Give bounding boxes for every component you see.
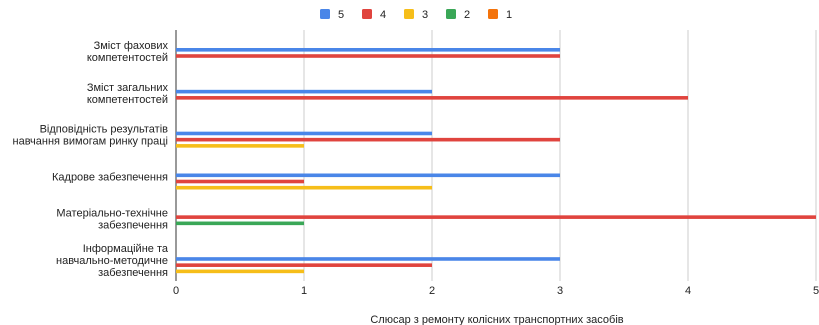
bar-series-3: [176, 185, 432, 190]
grid: [175, 30, 817, 281]
bar-series-2: [176, 221, 304, 226]
x-tick-label: 0: [173, 285, 179, 297]
legend: 5 4 3 2 1: [320, 9, 512, 21]
category-labels: Зміст фахових компетентостей Зміст загальн…: [13, 40, 169, 279]
category-label: Матеріально-технічне забезпечення: [56, 207, 168, 231]
legend-label: 3: [422, 9, 428, 21]
bar-series-4: [176, 179, 304, 184]
x-tick-label: 3: [557, 285, 563, 297]
bars: [176, 48, 816, 274]
legend-label: 2: [464, 9, 470, 21]
bar-series-4: [176, 215, 816, 219]
category-label: Відповідність результатів навчання вимога…: [13, 124, 169, 148]
x-tick-label: 4: [685, 285, 691, 297]
legend-swatch: [404, 9, 414, 19]
legend-swatch: [320, 9, 330, 19]
category-label: Зміст загальних компетентостей: [87, 82, 169, 106]
bar-series-5: [176, 173, 560, 178]
bar-series-3: [176, 269, 304, 274]
bar-series-4: [176, 54, 560, 58]
legend-label: 4: [380, 9, 386, 21]
legend-swatch: [446, 9, 456, 19]
bar-series-4: [176, 263, 432, 267]
bar-series-3: [176, 144, 304, 148]
x-tick-label: 5: [813, 285, 819, 297]
bar-series-4: [176, 137, 560, 142]
bar-series-5: [176, 257, 560, 261]
bar-series-5: [176, 48, 560, 52]
bar-series-4: [176, 96, 688, 100]
x-tick-label: 1: [301, 285, 307, 297]
legend-label: 1: [506, 9, 512, 21]
x-tick-label: 2: [429, 285, 435, 297]
bar-series-5: [176, 89, 432, 94]
category-label: Інформаційне та навчально-методичне забезп…: [56, 243, 169, 279]
x-axis-ticks: 0 1 2 3 4 5: [173, 285, 819, 297]
legend-swatch: [488, 9, 498, 19]
x-axis-label: Слюсар з ремонту колісних транспортних з…: [370, 314, 623, 325]
legend-swatch: [362, 9, 372, 19]
legend-label: 5: [338, 9, 344, 21]
bar-series-5: [176, 131, 432, 136]
category-label: Кадрове забезпечення: [52, 171, 168, 183]
category-label: Зміст фахових компетентостей: [87, 40, 169, 64]
